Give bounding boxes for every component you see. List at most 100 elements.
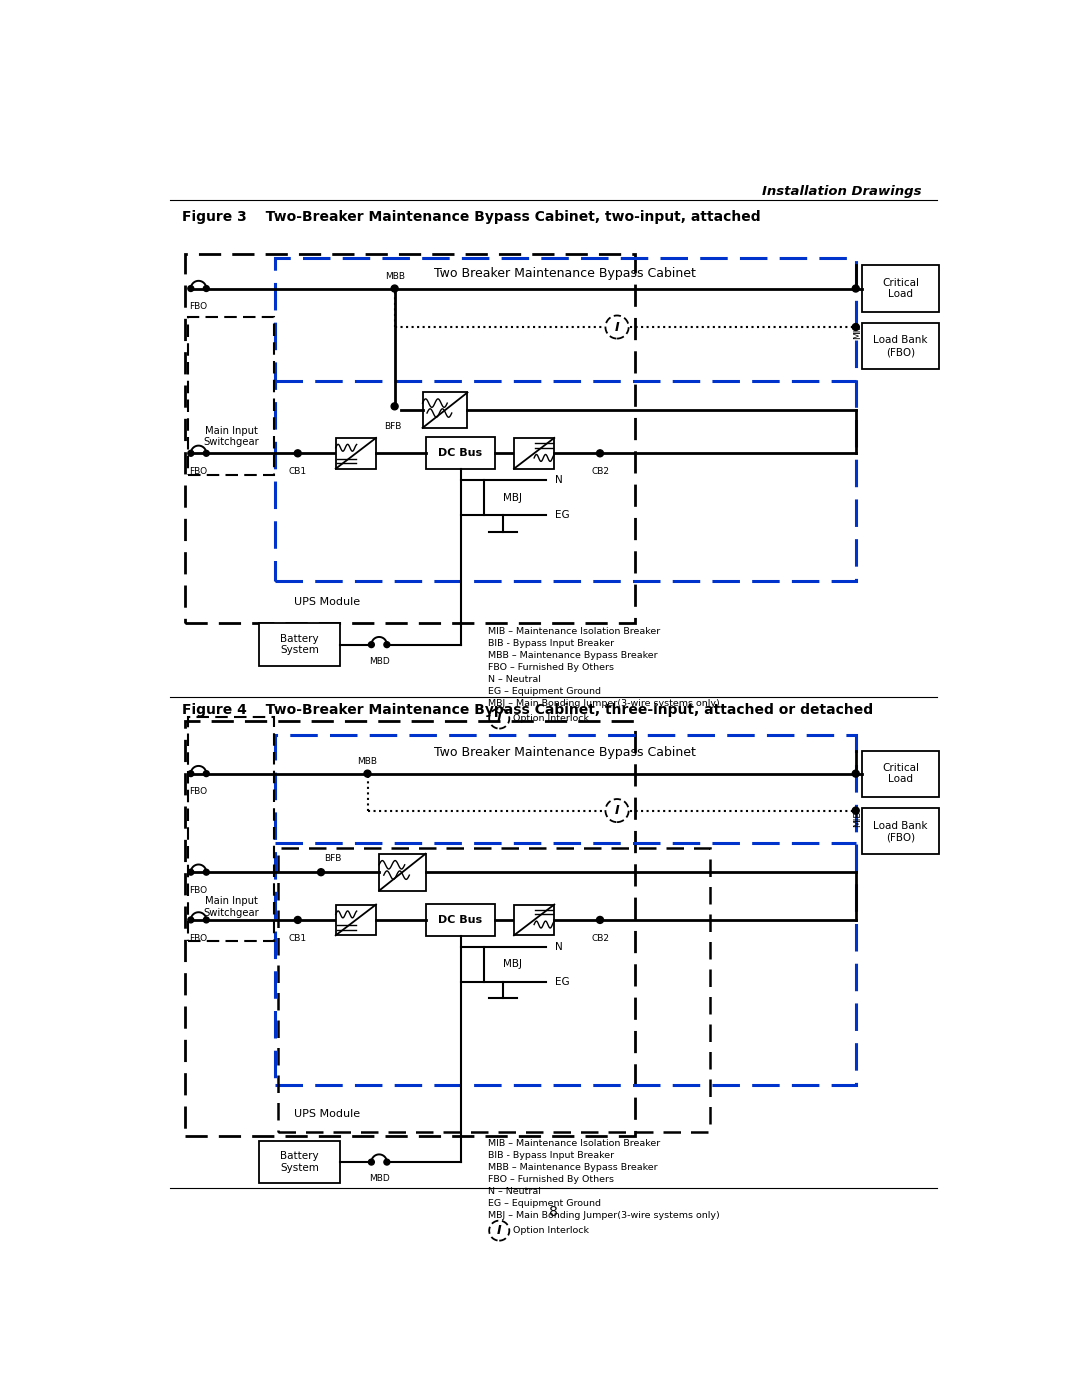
Circle shape (188, 771, 193, 777)
FancyBboxPatch shape (514, 904, 554, 936)
Circle shape (368, 641, 375, 648)
Text: Battery
System: Battery System (280, 1151, 319, 1173)
Text: CB2: CB2 (591, 933, 609, 943)
FancyBboxPatch shape (259, 1141, 340, 1183)
FancyBboxPatch shape (862, 265, 940, 312)
Text: Two Breaker Maintenance Bypass Cabinet: Two Breaker Maintenance Bypass Cabinet (434, 267, 697, 279)
Circle shape (203, 916, 210, 923)
Text: CB1: CB1 (288, 467, 307, 476)
Circle shape (318, 869, 324, 876)
Text: Main Input
Switchgear: Main Input Switchgear (203, 895, 259, 918)
Text: FBO – Furnished By Others: FBO – Furnished By Others (488, 1175, 613, 1185)
Circle shape (188, 869, 193, 875)
Circle shape (852, 770, 860, 777)
Text: Load Bank
(FBO): Load Bank (FBO) (874, 820, 928, 842)
Text: Load Bank
(FBO): Load Bank (FBO) (874, 335, 928, 358)
Text: UPS Module: UPS Module (294, 597, 360, 606)
Text: BIB - Bypass Input Breaker: BIB - Bypass Input Breaker (488, 1151, 613, 1161)
Text: BFB: BFB (384, 422, 402, 430)
Circle shape (368, 1160, 375, 1165)
Text: Figure 4: Figure 4 (181, 703, 246, 717)
Text: MIB: MIB (853, 810, 863, 827)
Text: CB1: CB1 (288, 933, 307, 943)
Text: BIB - Bypass Input Breaker: BIB - Bypass Input Breaker (488, 640, 613, 648)
Circle shape (596, 450, 604, 457)
Text: EG: EG (555, 510, 569, 520)
Text: Option Interlock: Option Interlock (513, 1227, 590, 1235)
Text: FBO: FBO (189, 933, 207, 943)
Text: EG – Equipment Ground: EG – Equipment Ground (488, 687, 600, 696)
Text: MBJ: MBJ (503, 960, 522, 970)
Text: DC Bus: DC Bus (438, 448, 483, 458)
Circle shape (383, 1160, 390, 1165)
Text: Two-Breaker Maintenance Bypass Cabinet, three-input, attached or detached: Two-Breaker Maintenance Bypass Cabinet, … (252, 703, 874, 717)
Circle shape (391, 402, 399, 409)
Circle shape (596, 916, 604, 923)
Circle shape (203, 771, 210, 777)
Circle shape (203, 450, 210, 457)
Text: MBB – Maintenance Bypass Breaker: MBB – Maintenance Bypass Breaker (488, 1164, 658, 1172)
Text: MIB – Maintenance Isolation Breaker: MIB – Maintenance Isolation Breaker (488, 627, 660, 636)
Text: Critical
Load: Critical Load (882, 278, 919, 299)
Text: CB2: CB2 (591, 467, 609, 476)
Text: FBO: FBO (189, 788, 207, 796)
Text: I: I (615, 805, 619, 817)
Text: I: I (615, 320, 619, 334)
FancyBboxPatch shape (336, 437, 376, 469)
Circle shape (188, 285, 193, 292)
Text: MBD: MBD (368, 657, 390, 666)
Circle shape (852, 807, 860, 814)
Text: N – Neutral: N – Neutral (488, 675, 540, 685)
Text: N: N (555, 942, 563, 951)
FancyBboxPatch shape (862, 809, 940, 855)
Text: EG – Equipment Ground: EG – Equipment Ground (488, 1199, 600, 1208)
Circle shape (294, 916, 301, 923)
Text: FBO: FBO (189, 886, 207, 895)
FancyBboxPatch shape (426, 904, 496, 936)
Text: Figure 3: Figure 3 (181, 210, 246, 224)
FancyBboxPatch shape (422, 393, 468, 427)
Text: FBO: FBO (189, 302, 207, 312)
FancyBboxPatch shape (259, 623, 340, 666)
Circle shape (203, 285, 210, 292)
Text: EG: EG (555, 977, 569, 986)
Text: Main Input
Switchgear: Main Input Switchgear (203, 426, 259, 447)
Text: MBJ: MBJ (503, 493, 522, 503)
FancyBboxPatch shape (862, 323, 940, 369)
FancyBboxPatch shape (336, 904, 376, 936)
Circle shape (188, 450, 193, 457)
Text: MIB: MIB (853, 323, 863, 339)
Circle shape (383, 641, 390, 648)
Text: DC Bus: DC Bus (438, 915, 483, 925)
FancyBboxPatch shape (379, 854, 426, 891)
Text: N – Neutral: N – Neutral (488, 1187, 540, 1196)
Circle shape (294, 450, 301, 457)
Text: N: N (555, 475, 563, 485)
FancyBboxPatch shape (862, 750, 940, 796)
Circle shape (852, 324, 860, 331)
Circle shape (188, 916, 193, 923)
Text: MBJ – Main Bonding Jumper(3-wire systems only): MBJ – Main Bonding Jumper(3-wire systems… (488, 1211, 719, 1220)
Text: BFB: BFB (324, 854, 341, 863)
FancyBboxPatch shape (426, 437, 496, 469)
Text: MBJ – Main Bonding Jumper(3-wire systems only): MBJ – Main Bonding Jumper(3-wire systems… (488, 698, 719, 708)
FancyBboxPatch shape (514, 437, 554, 469)
Text: MIB – Maintenance Isolation Breaker: MIB – Maintenance Isolation Breaker (488, 1140, 660, 1148)
Circle shape (852, 285, 860, 292)
Circle shape (391, 285, 399, 292)
Text: Two-Breaker Maintenance Bypass Cabinet, two-input, attached: Two-Breaker Maintenance Bypass Cabinet, … (252, 210, 761, 224)
Text: Critical
Load: Critical Load (882, 763, 919, 785)
Text: MBB: MBB (357, 757, 378, 766)
Text: UPS Module: UPS Module (294, 1109, 360, 1119)
Circle shape (203, 869, 210, 875)
Text: Installation Drawings: Installation Drawings (762, 184, 921, 197)
Text: MBB: MBB (384, 272, 405, 281)
Circle shape (364, 770, 372, 777)
Text: 8: 8 (549, 1204, 558, 1218)
Text: FBO: FBO (189, 467, 207, 476)
Text: Two Breaker Maintenance Bypass Cabinet: Two Breaker Maintenance Bypass Cabinet (434, 746, 697, 759)
Text: MBB – Maintenance Bypass Breaker: MBB – Maintenance Bypass Breaker (488, 651, 658, 661)
Text: I: I (497, 712, 501, 725)
Text: MBD: MBD (368, 1175, 390, 1183)
Text: Option Interlock: Option Interlock (513, 714, 590, 724)
